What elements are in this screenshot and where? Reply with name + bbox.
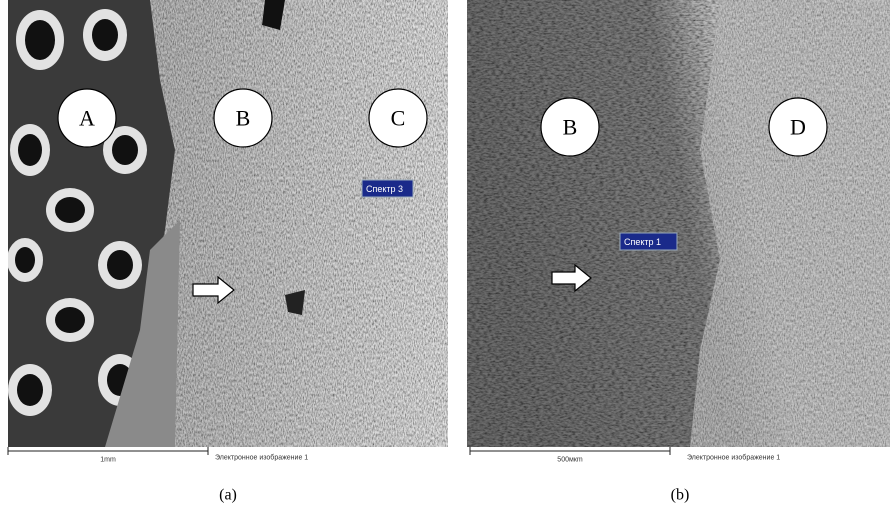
image-caption: Электронное изображение 1 (215, 454, 308, 462)
panel-label: (b) (671, 487, 690, 504)
region-label: A (79, 106, 95, 131)
figure: Спектр 3 A B C 1mm Электронное изображен… (0, 0, 893, 509)
scale-label: 1mm (100, 457, 116, 464)
panel-label: (a) (219, 487, 237, 504)
region-label: C (391, 106, 406, 131)
sem-image-a (7, 0, 448, 447)
sem-image-b (467, 0, 890, 447)
spectrum-label: Спектр 3 (366, 184, 403, 194)
region-label: D (790, 115, 806, 140)
scale-label: 500мкm (557, 457, 583, 464)
scale-bar (8, 447, 208, 455)
spectrum-label: Спектр 1 (624, 237, 661, 247)
image-caption: Электронное изображение 1 (687, 454, 780, 462)
region-label: B (563, 115, 578, 140)
region-label: B (236, 106, 251, 131)
scale-bar (470, 447, 670, 455)
